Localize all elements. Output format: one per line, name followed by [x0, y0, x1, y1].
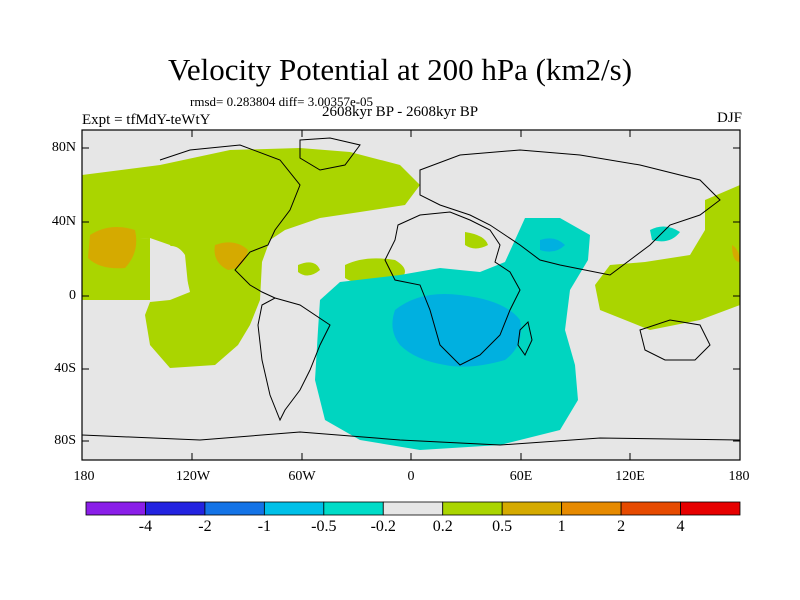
lat-label-40s: 40S [54, 361, 76, 376]
colorbar [85, 501, 741, 516]
season-label: DJF [716, 110, 742, 126]
strong-negative-regions [392, 238, 565, 367]
colorbar-label: 2 [617, 518, 626, 535]
lon-label-180e: 180 [728, 469, 750, 484]
colorbar-swatch [204, 501, 265, 516]
colorbar-label: -2 [198, 518, 212, 535]
colorbar-label: 4 [676, 518, 685, 535]
lat-label-0: 0 [69, 288, 76, 303]
pacific-america-green [82, 148, 420, 368]
colorbar-label: -1 [257, 518, 272, 535]
pacific-orange [88, 226, 137, 269]
mideast-green [465, 232, 488, 249]
mexico-orange [214, 242, 248, 270]
colorbar-label: -0.5 [311, 518, 337, 535]
colorbar-label: -4 [138, 518, 153, 535]
plot-title: Velocity Potential at 200 hPa (km2/s) [167, 52, 633, 87]
period-subtitle: 2608kyr BP - 2608kyr BP [321, 104, 479, 120]
lon-label-180w: 180 [73, 469, 95, 484]
stats-text: rmsd= 0.283804 diff= 3.00357e-05 [190, 94, 374, 109]
colorbar-swatch [561, 501, 622, 516]
antarctica-coast [81, 431, 741, 446]
colorbar-label: -0.2 [370, 518, 396, 535]
colorbar-label: 1 [557, 518, 566, 535]
madagascar-coast [517, 321, 533, 356]
colorbar-label: 0.2 [432, 518, 453, 535]
lat-label-80n: 80N [51, 140, 76, 155]
eurasia-coast [419, 149, 721, 276]
lon-label-60e: 60E [509, 469, 533, 484]
africa-blue [392, 294, 521, 367]
lon-label-120e: 120E [615, 469, 645, 484]
east-asia-green [595, 185, 740, 330]
colorbar-swatch [263, 501, 325, 516]
lon-label-60w: 60W [288, 469, 316, 484]
south-america-coast [257, 297, 331, 422]
colorbar-swatch [85, 501, 146, 516]
coastlines [81, 137, 741, 446]
colorbar-swatch [620, 501, 681, 516]
lon-label-120w: 120W [175, 469, 211, 484]
experiment-label: Expt = tfMdY-teWtY [82, 112, 211, 128]
colorbar-label: 0.5 [492, 518, 513, 535]
colorbar-swatch [501, 501, 563, 516]
colorbar-swatch [382, 501, 444, 516]
lon-label-0: 0 [407, 469, 415, 484]
north-america-coast [159, 144, 301, 299]
moderate-positive-regions [88, 226, 740, 270]
colorbar-swatch [442, 501, 503, 516]
colorbar-swatch [680, 501, 741, 516]
lat-label-80s: 80S [54, 433, 76, 448]
dateline-orange [732, 245, 740, 262]
greenland-coast [299, 137, 361, 171]
small-green-blob [298, 262, 320, 276]
lat-label-40n: 40N [51, 214, 76, 229]
colorbar-swatch [145, 501, 206, 516]
colorbar-swatch [323, 501, 384, 516]
india-blue [540, 238, 565, 252]
gray-gap [160, 246, 188, 290]
africa-coast [384, 211, 521, 366]
axis-ticks [82, 130, 740, 460]
australia-coast [639, 319, 711, 361]
